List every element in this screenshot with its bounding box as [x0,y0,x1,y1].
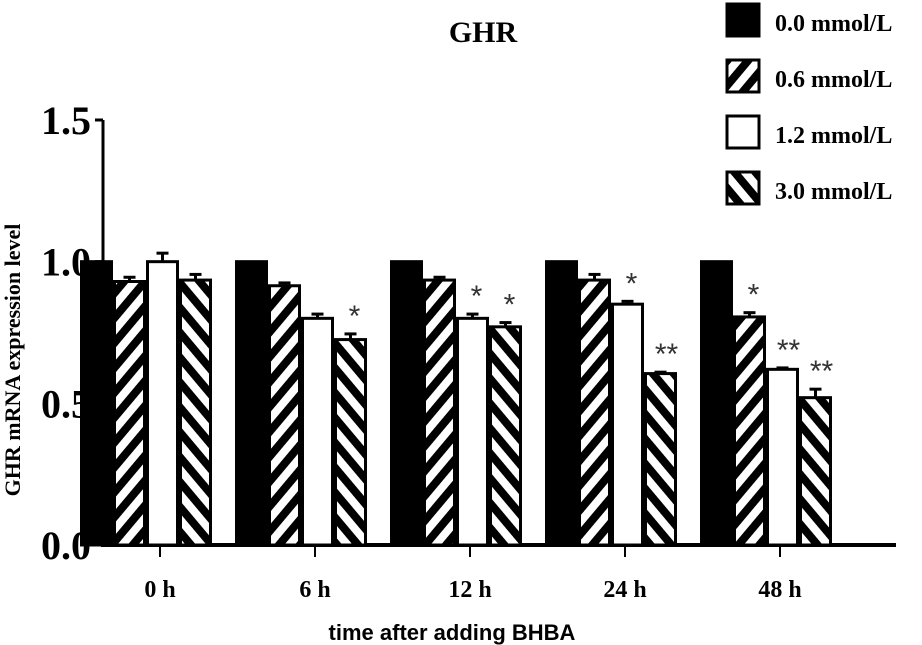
x-axis-label: time after adding BHBA [329,620,576,645]
bar: * [456,280,489,547]
bar [146,251,179,547]
bar [235,260,268,547]
legend-swatch [725,170,761,206]
x-tick-label: 48 h [758,577,801,603]
bar [113,275,146,547]
legend-item: 0.6 mmol/L [725,58,892,94]
significance-marker: * [748,279,760,312]
significance-marker: ** [777,334,801,367]
bar: * [489,289,522,547]
bar [80,260,113,547]
bar [301,312,334,547]
legend-label: 0.0 mmol/L [775,11,892,37]
y-axis-label: GHR mRNA expression level [0,224,25,497]
bar [268,281,301,547]
legend-swatch [725,2,761,38]
bars: ** ********* [80,251,834,547]
legend-label: 1.2 mmol/L [775,123,892,149]
legend: 0.0 mmol/L 0.6 mmol/L 1.2 mmol/L 3.0 mmol/L [725,2,892,206]
legend-swatch [725,114,761,150]
significance-marker: ** [655,338,679,371]
significance-marker: * [504,289,516,322]
bar: ** [799,355,834,547]
bar [390,260,423,547]
chart-title: GHR [449,16,518,49]
bar: * [611,267,644,547]
significance-marker: * [626,267,638,300]
significance-marker: * [471,280,483,313]
legend-label: 3.0 mmol/L [775,179,892,205]
bar: ** [766,334,801,547]
x-tick-label: 6 h [299,577,330,603]
bar [179,272,212,547]
bar [700,260,733,547]
legend-item: 0.0 mmol/L [725,2,892,38]
bar [545,260,578,547]
legend-item: 1.2 mmol/L [725,114,892,150]
bar: * [334,300,367,547]
bar [423,275,456,547]
significance-marker: * [349,300,361,333]
significance-marker: ** [810,355,834,388]
legend-swatch [725,58,761,94]
y-tick-label: 1.5 [41,98,91,143]
bar: * [733,279,766,547]
legend-item: 3.0 mmol/L [725,170,892,206]
x-tick-label: 24 h [603,577,646,603]
legend-label: 0.6 mmol/L [775,67,892,93]
bar: ** [644,338,679,547]
x-tick-label: 12 h [448,577,491,603]
x-tick-label: 0 h [144,577,175,603]
bar [578,272,611,547]
